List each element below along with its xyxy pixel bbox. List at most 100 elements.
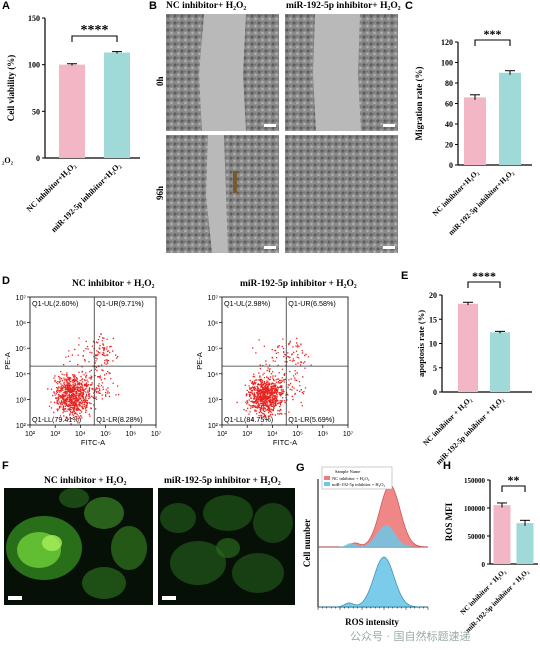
- y-tick-label: 10⁴: [207, 372, 218, 379]
- x-tick-label: 10⁵: [100, 431, 111, 438]
- x-tick-label: 10⁴: [267, 431, 278, 438]
- significance-bracket: [474, 39, 511, 46]
- quadrant-lr-label: Q1-LR(5.69%): [288, 415, 334, 424]
- y-tick-label: 0: [449, 161, 453, 170]
- quadrant-ll-label: Q1-LL(84.75%): [224, 415, 273, 424]
- bar: [499, 72, 521, 165]
- y-tick-label: 10⁴: [15, 372, 26, 379]
- x-tick-label: 10⁶: [125, 431, 136, 438]
- y-tick-label: 0: [36, 154, 40, 163]
- bar: [104, 52, 130, 158]
- significance-stars: ***: [484, 27, 502, 41]
- legend-item-nc: NC inhibitor + H₂O₂: [332, 476, 370, 481]
- category-label: miR-192-5p inhibitor+H₂O₂: [446, 168, 516, 238]
- fluor-title-mir: miR-192-5p inhibitor + H₂O₂: [164, 476, 281, 486]
- significance-stars: **: [508, 473, 520, 487]
- quadrant-ul-label: Q1-UL(2.98%): [224, 299, 270, 308]
- micrograph-nc-0h: [165, 13, 280, 132]
- legend-title: Sample Name: [335, 469, 360, 474]
- panel-d-flow-plots: Q1-UL(2.60%) Q1-UR(9.71%) Q1-LL(79.41%) Q1-…: [3, 295, 354, 447]
- panel-label-f: F: [2, 460, 9, 472]
- y-tick-label: 120: [441, 38, 453, 47]
- y-tick-label: 50000: [468, 533, 486, 541]
- plot-frame: [29, 296, 157, 426]
- x-tick-label: 10²: [25, 431, 36, 438]
- flow-plot-nc: Q1-UL(2.60%) Q1-UR(9.71%) Q1-LL(79.41%) Q1-…: [3, 295, 162, 447]
- panel-b-row-0h: 0h: [155, 76, 165, 86]
- panel-label-c: C: [405, 0, 413, 12]
- legend-swatch-mir: [324, 482, 330, 486]
- flow-title-nc: NC inhibitor + H₂O₂: [72, 279, 155, 289]
- y-tick-label: 10⁶: [207, 321, 218, 328]
- flow-plot-mir: Q1-UL(2.98%) Q1-UR(6.58%) Q1-LL(84.75%) Q1-…: [195, 295, 354, 447]
- y-tick-label: 10⁷: [16, 295, 27, 302]
- x-axis-label: FITC-A: [81, 438, 105, 447]
- histogram-mir: [318, 556, 428, 608]
- y-tick-label: 80: [445, 79, 453, 88]
- x-tick-label: 10⁷: [151, 431, 162, 438]
- y-tick-label: 150: [28, 14, 40, 23]
- bar: [490, 332, 510, 392]
- legend-item-mir: miR-192-5p inhibitor + H₂O₂: [332, 482, 385, 487]
- y-tick-label: 10⁵: [207, 346, 218, 353]
- y-tick-label: 10²: [208, 423, 219, 430]
- y-tick-label: 20: [445, 141, 453, 150]
- panel-label-h: H: [443, 460, 451, 472]
- watermark: 公众号 · 国自然标题速递: [350, 630, 471, 643]
- panel-label-d: D: [2, 275, 10, 287]
- fluorescence-image-mir: [158, 488, 295, 605]
- x-axis-label: ROS intensity: [345, 617, 399, 627]
- y-tick-label: 100000: [464, 505, 486, 513]
- y-tick-label: 60: [445, 100, 453, 109]
- y-axis-label: Migration rate (%): [414, 67, 424, 141]
- bar: [493, 505, 511, 564]
- panel-b-title-nc: NC inhibitor+ H₂O₂: [166, 1, 247, 11]
- legend-swatch-nc: [324, 476, 330, 480]
- significance-bracket: [467, 281, 501, 288]
- x-tick-label: 10³: [242, 431, 253, 438]
- y-tick-label: 5: [433, 364, 437, 373]
- x-tick-label: 10⁵: [292, 431, 303, 438]
- y-tick-label: 10³: [16, 397, 27, 404]
- quadrant-lr-label: Q1-LR(8.28%): [96, 415, 142, 424]
- significance-stars: ****: [472, 269, 496, 283]
- histogram-nc: [318, 484, 429, 548]
- y-tick-label: 10⁵: [15, 346, 26, 353]
- legend-box: [321, 466, 393, 490]
- bar: [516, 523, 534, 564]
- y-tick-label: 10²: [16, 423, 27, 430]
- quadrant-ur-label: Q1-UR(6.58%): [288, 299, 336, 308]
- y-axis-label: PE-A: [195, 352, 204, 370]
- y-tick-label: 40: [445, 120, 453, 129]
- micrograph-nc-96h: [165, 134, 280, 254]
- x-tick-label: 10³: [50, 431, 61, 438]
- category-label: NC inhibitor+H₂O₂: [25, 161, 78, 214]
- panel-label-a: A: [2, 0, 10, 12]
- y-tick-label: 0: [482, 561, 486, 569]
- panel-a-cut-label: ₂O₂: [2, 156, 14, 165]
- scatter-points: [236, 337, 312, 425]
- panel-b-title-mir: miR-192-5p inhibitor+ H₂O₂: [286, 1, 401, 11]
- histogram-mir-overlay: [318, 525, 428, 547]
- y-tick-label: 15: [429, 315, 437, 324]
- micrograph-mir-0h: [284, 13, 399, 132]
- y-tick-label: 100: [28, 61, 40, 70]
- quadrant-ul-label: Q1-UL(2.60%): [32, 299, 78, 308]
- panel-label-b: B: [149, 0, 157, 12]
- x-axis-label: FITC-A: [273, 438, 297, 447]
- y-axis-label: apoptosis rate (%): [416, 310, 426, 377]
- panel-label-e: E: [401, 270, 409, 282]
- bar: [59, 64, 85, 158]
- y-tick-label: 10: [429, 340, 437, 349]
- quadrant-ur-label: Q1-UR(9.71%): [96, 299, 144, 308]
- panel-a-bar-chart: 0 50 100 150 Cell viability (%) NC inhibitor+…: [6, 14, 140, 234]
- y-tick-label: 150000: [464, 477, 486, 485]
- fluorescence-image-nc: [4, 488, 153, 605]
- flow-title-mir: miR-192-5p inhibitor + H₂O₂: [240, 279, 357, 289]
- x-tick-label: 10⁷: [343, 431, 354, 438]
- y-tick-label: 10⁷: [208, 295, 219, 302]
